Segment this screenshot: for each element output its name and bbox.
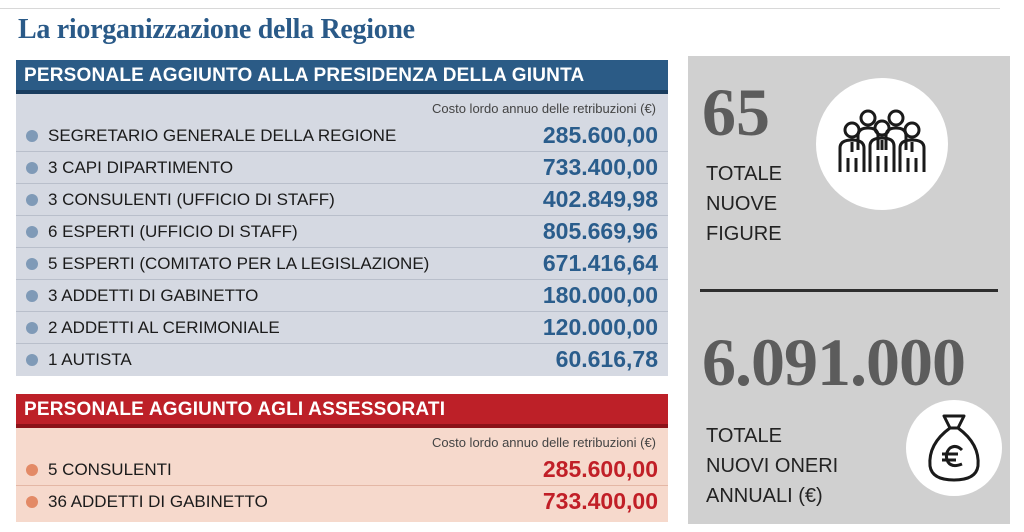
row-label: 36 ADDETTI DI GABINETTO [48,492,268,511]
bullet-dot-icon [26,226,38,238]
row-value: 402.849,98 [542,186,658,212]
row-label: 6 ESPERTI (UFFICIO DI STAFF) [48,222,298,241]
assessorati-subheader: Costo lordo annuo delle retribuzioni (€) [431,435,656,450]
table-row: 3 CONSULENTI (UFFICIO DI STAFF) 402.849,9… [16,184,668,216]
table-row: SEGRETARIO GENERALE DELLA REGIONE 285.600… [16,120,668,152]
row-value: 60.616,78 [555,346,658,372]
row-label: 3 CAPI DIPARTIMENTO [48,158,234,177]
table-row: 3 CAPI DIPARTIMENTO 733.400,00 [16,152,668,184]
total-figures-label-line: FIGURE [706,223,782,245]
assessorati-header: PERSONALE AGGIUNTO AGLI ASSESSORATI [16,394,668,428]
presidency-subheader: Costo lordo annuo delle retribuzioni (€) [431,101,656,116]
bullet-dot-icon [26,322,38,334]
assessorati-panel: PERSONALE AGGIUNTO AGLI ASSESSORATI Cost… [16,394,668,522]
total-cost-value: 6.091.000 [702,324,966,400]
presidency-header: PERSONALE AGGIUNTO ALLA PRESIDENZA DELLA… [16,60,668,94]
presidency-rows: SEGRETARIO GENERALE DELLA REGIONE 285.600… [16,120,668,375]
presidency-panel: PERSONALE AGGIUNTO ALLA PRESIDENZA DELLA… [16,60,668,376]
money-bag-euro-icon [906,400,1002,496]
page-title: La riorganizzazione della Regione [18,14,415,45]
total-cost-label-line: TOTALE [706,425,782,447]
table-row: 3 ADDETTI DI GABINETTO 180.000,00 [16,280,668,312]
bullet-dot-icon [26,290,38,302]
table-row: 2 ADDETTI AL CERIMONIALE 120.000,00 [16,312,668,344]
total-figures-value: 65 [702,74,770,150]
row-value: 120.000,00 [542,314,658,340]
row-label: 5 ESPERTI (COMITATO PER LA LEGISLAZIONE) [48,254,430,273]
bullet-dot-icon [26,354,38,366]
total-cost-label-line: NUOVI ONERI [706,455,839,477]
row-value: 733.400,00 [542,488,658,514]
bullet-dot-icon [26,194,38,206]
total-figures-label-line: NUOVE [706,193,778,215]
total-cost-label-line: ANNUALI (€) [706,485,823,507]
total-figures-label-line: TOTALE [706,163,782,185]
table-row: 5 CONSULENTI 285.600,00 [16,454,668,486]
table-row: 36 ADDETTI DI GABINETTO 733.400,00 [16,486,668,517]
bullet-dot-icon [26,258,38,270]
row-value: 671.416,64 [542,250,658,276]
total-figures-label: TOTALE NUOVE FIGURE [706,159,782,249]
bullet-dot-icon [26,130,38,142]
row-label: 2 ADDETTI AL CERIMONIALE [48,318,280,337]
table-row: 5 ESPERTI (COMITATO PER LA LEGISLAZIONE)… [16,248,668,280]
people-group-icon [816,78,948,210]
bullet-dot-icon [26,496,38,508]
row-value: 285.600,00 [542,122,658,148]
row-label: 3 ADDETTI DI GABINETTO [48,286,259,305]
row-label: 3 CONSULENTI (UFFICIO DI STAFF) [48,190,335,209]
stats-divider [700,289,998,292]
bullet-dot-icon [26,464,38,476]
assessorati-rows: 5 CONSULENTI 285.600,00 36 ADDETTI DI GAB… [16,454,668,517]
stats-panel: 65 TOTALE NUOVE FIGURE 6.091.000 TOTALE … [688,56,1010,524]
row-label: SEGRETARIO GENERALE DELLA REGIONE [48,126,397,145]
top-rule [0,0,1000,9]
table-row: 6 ESPERTI (UFFICIO DI STAFF) 805.669,96 [16,216,668,248]
bullet-dot-icon [26,162,38,174]
row-value: 805.669,96 [542,218,658,244]
row-value: 180.000,00 [542,282,658,308]
table-row: 1 AUTISTA 60.616,78 [16,344,668,375]
row-value: 733.400,00 [542,154,658,180]
row-label: 1 AUTISTA [48,350,132,369]
total-cost-label: TOTALE NUOVI ONERI ANNUALI (€) [706,421,838,511]
row-label: 5 CONSULENTI [48,460,172,479]
row-value: 285.600,00 [542,456,658,482]
